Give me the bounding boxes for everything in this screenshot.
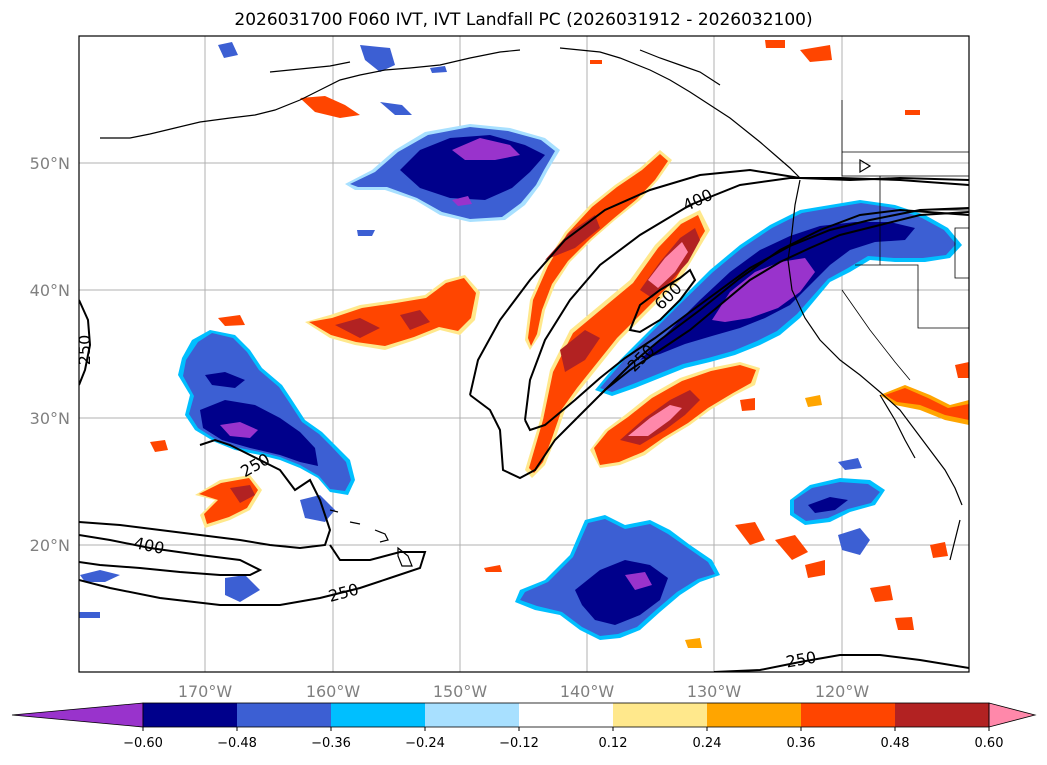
colorbar: −0.60 −0.48 −0.36 −0.24 −0.12 0.12 0.24 0.36 0.4… bbox=[11, 702, 1037, 751]
negative-anomaly-south bbox=[79, 42, 885, 640]
negative-anomaly-north bbox=[345, 124, 560, 222]
contour-label-250-west: 250 bbox=[75, 335, 94, 366]
colorbar-tick-label: 0.24 bbox=[693, 736, 722, 751]
colorbar-tick-label: 0.36 bbox=[787, 736, 816, 751]
map-title: 2026031700 F060 IVT, IVT Landfall PC (20… bbox=[234, 10, 813, 30]
lon-tick-140w: 140°W bbox=[560, 682, 615, 701]
lat-tick-40: 40°N bbox=[30, 281, 70, 300]
map-frame bbox=[78, 35, 970, 673]
coastlines bbox=[100, 47, 963, 561]
lon-tick-120w: 120°W bbox=[815, 682, 870, 701]
lat-tick-50: 50°N bbox=[30, 154, 70, 173]
negative-anomaly-west bbox=[178, 330, 355, 522]
colorbar-tick-label: −0.36 bbox=[311, 736, 351, 751]
islands bbox=[329, 158, 872, 567]
colorbar-tick-label: −0.12 bbox=[499, 736, 539, 751]
colorbar-segment bbox=[519, 703, 614, 727]
lat-tick-labels: 20°N 30°N 40°N 50°N bbox=[30, 154, 70, 555]
colorbar-frame bbox=[142, 702, 990, 728]
colorbar-extend-min bbox=[11, 702, 144, 728]
negative-anomaly-landfall bbox=[595, 200, 962, 396]
colorbar-segment bbox=[801, 703, 896, 727]
colorbar-segment bbox=[707, 703, 802, 727]
colorbar-tick-label: −0.60 bbox=[123, 736, 163, 751]
lon-tick-160w: 160°W bbox=[306, 682, 361, 701]
lat-tick-20: 20°N bbox=[30, 536, 70, 555]
borders bbox=[841, 100, 969, 381]
colorbar-tick-label: −0.48 bbox=[217, 736, 257, 751]
colorbar-segment bbox=[895, 703, 990, 727]
lon-tick-labels: 170°W 160°W 150°W 140°W 130°W 120°W bbox=[178, 682, 870, 701]
colorbar-segment bbox=[425, 703, 520, 727]
colorbar-segment bbox=[143, 703, 238, 727]
colorbar-tick-label: 0.48 bbox=[881, 736, 910, 751]
colorbar-extend-max bbox=[988, 702, 1037, 728]
colorbar-tick-label: 0.60 bbox=[975, 736, 1004, 751]
colorbar-segment bbox=[237, 703, 332, 727]
lon-tick-130w: 130°W bbox=[687, 682, 742, 701]
colorbar-segment bbox=[613, 703, 708, 727]
positive-anomaly-bands bbox=[150, 40, 969, 648]
colorbar-tick-label: −0.24 bbox=[405, 736, 445, 751]
lon-tick-150w: 150°W bbox=[433, 682, 488, 701]
ivt-contours bbox=[79, 168, 969, 672]
lat-tick-30: 30°N bbox=[30, 409, 70, 428]
colorbar-segment bbox=[331, 703, 426, 727]
colorbar-tick-label: 0.12 bbox=[599, 736, 628, 751]
lon-tick-170w: 170°W bbox=[178, 682, 233, 701]
